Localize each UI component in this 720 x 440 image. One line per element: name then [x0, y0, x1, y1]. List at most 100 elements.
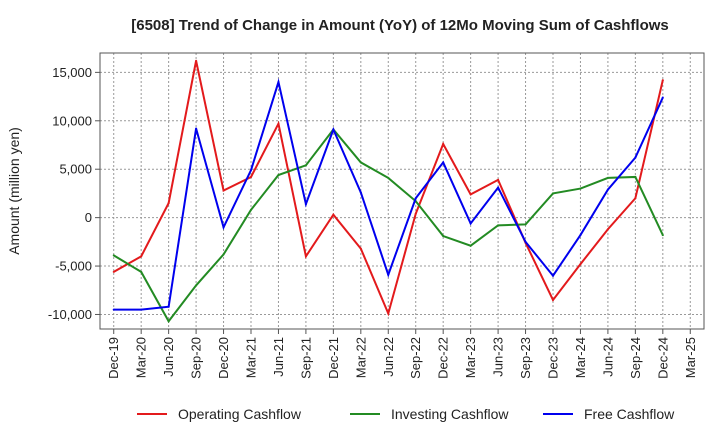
free-cashflow-point — [442, 161, 445, 164]
free-cashflow-point — [332, 128, 335, 131]
investing-cashflow-legend-label: Investing Cashflow — [391, 406, 509, 422]
x-tick-label: Jun-23 — [491, 337, 506, 377]
x-tick-label: Mar-21 — [244, 337, 259, 378]
y-tick-label: -10,000 — [48, 307, 92, 322]
x-tick-label: Dec-23 — [546, 337, 561, 379]
investing-cashflow-point — [304, 164, 307, 167]
y-tick-label: -5,000 — [55, 259, 92, 274]
investing-cashflow-point — [112, 254, 115, 257]
investing-cashflow-point — [497, 224, 500, 227]
x-tick-label: Dec-22 — [436, 337, 451, 379]
operating-cashflow-point — [606, 228, 609, 231]
free-cashflow-point — [167, 305, 170, 308]
investing-cashflow-point — [661, 234, 664, 237]
x-tick-label: Dec-19 — [106, 337, 121, 379]
x-tick-label: Mar-25 — [683, 337, 698, 378]
operating-cashflow-point — [140, 255, 143, 258]
free-cashflow-point — [606, 188, 609, 191]
x-tick-label: Dec-21 — [326, 337, 341, 379]
series-lines — [112, 59, 664, 324]
investing-cashflow-point — [167, 320, 170, 323]
y-tick-label: 5,000 — [59, 162, 92, 177]
investing-cashflow-point — [552, 192, 554, 195]
free-cashflow-point — [359, 191, 362, 194]
x-tick-label: Jun-22 — [381, 337, 396, 377]
x-tick-label: Jun-21 — [271, 337, 286, 377]
y-axis: 15,000 10,000 5,000 0 -5,000 -10,000 — [48, 65, 100, 322]
y-tick-label: 15,000 — [52, 65, 92, 80]
operating-cashflow-point — [387, 312, 390, 315]
operating-cashflow-point — [304, 255, 307, 258]
free-cashflow-point — [112, 308, 115, 311]
plot-area — [100, 53, 704, 329]
operating-cashflow-point — [469, 193, 472, 196]
operating-cashflow-point — [222, 189, 225, 192]
investing-cashflow-point — [359, 161, 362, 164]
x-tick-label: Mar-20 — [134, 337, 149, 378]
operating-cashflow-point — [112, 270, 115, 273]
y-tick-label: 10,000 — [52, 113, 92, 128]
x-tick-label: Mar-22 — [353, 337, 368, 378]
operating-cashflow-point — [359, 247, 362, 250]
investing-cashflow-point — [222, 253, 225, 256]
legend: Operating Cashflow Investing Cashflow Free… — [137, 406, 675, 422]
free-cashflow-point — [552, 274, 554, 277]
y-tick-label: 0 — [85, 210, 92, 225]
x-tick-label: Mar-24 — [573, 337, 588, 378]
investing-cashflow-point — [195, 284, 198, 287]
x-tick-label: Jun-20 — [161, 337, 176, 377]
x-tick-label: Dec-20 — [216, 337, 231, 379]
free-cashflow-point — [497, 186, 500, 189]
x-tick-label: Sep-21 — [298, 337, 313, 379]
operating-cashflow-point — [661, 79, 664, 82]
operating-cashflow-point — [414, 212, 417, 215]
free-cashflow-point — [579, 234, 582, 237]
free-cashflow-point — [661, 96, 664, 99]
operating-cashflow-point — [552, 298, 554, 301]
operating-cashflow-point — [332, 213, 335, 216]
investing-cashflow-point — [634, 175, 637, 178]
free-cashflow-point — [222, 226, 225, 229]
investing-cashflow-point — [442, 235, 445, 238]
free-cashflow-point — [304, 203, 307, 206]
investing-cashflow-point — [140, 270, 143, 273]
free-cashflow-point — [140, 308, 143, 311]
operating-cashflow-point — [579, 263, 582, 266]
operating-cashflow-point — [497, 178, 500, 181]
investing-cashflow-point — [469, 244, 472, 247]
free-cashflow-point — [250, 169, 252, 172]
free-cashflow-point — [387, 273, 390, 276]
investing-cashflow-point — [387, 176, 390, 179]
x-tick-label: Sep-22 — [408, 337, 423, 379]
x-tick-label: Sep-20 — [189, 337, 204, 379]
investing-cashflow-point — [277, 174, 280, 177]
operating-cashflow-point — [167, 202, 170, 205]
plot-frame — [99, 52, 705, 330]
free-cashflow-point — [469, 222, 472, 225]
chart-title: [6508] Trend of Change in Amount (YoY) o… — [131, 17, 669, 34]
investing-cashflow-point — [606, 176, 609, 179]
free-cashflow-legend-label: Free Cashflow — [584, 406, 675, 422]
operating-cashflow-point — [250, 175, 252, 178]
y-axis-label: Amount (million yen) — [6, 127, 22, 255]
investing-cashflow-point — [250, 208, 252, 211]
free-cashflow-point — [634, 156, 637, 159]
investing-cashflow-point — [524, 223, 527, 226]
x-tick-label: Sep-23 — [518, 337, 533, 379]
x-tick-label: Mar-23 — [463, 337, 478, 378]
operating-cashflow-point — [634, 197, 637, 200]
free-cashflow-point — [277, 81, 280, 84]
free-cashflow-point — [524, 240, 527, 243]
x-tick-label: Jun-24 — [600, 337, 615, 377]
operating-cashflow-legend-label: Operating Cashflow — [178, 406, 302, 422]
operating-cashflow-point — [277, 122, 280, 125]
x-tick-label: Sep-24 — [628, 337, 643, 379]
operating-cashflow-point — [195, 59, 198, 62]
grid — [100, 53, 704, 329]
free-cashflow-point — [414, 197, 417, 200]
investing-cashflow-point — [579, 187, 582, 190]
x-axis: Dec-19 Mar-20 Jun-20 Sep-20 Dec-20 Mar-21 Jun-… — [106, 329, 698, 379]
x-tick-label: Dec-24 — [655, 337, 670, 379]
free-cashflow-point — [195, 127, 198, 130]
